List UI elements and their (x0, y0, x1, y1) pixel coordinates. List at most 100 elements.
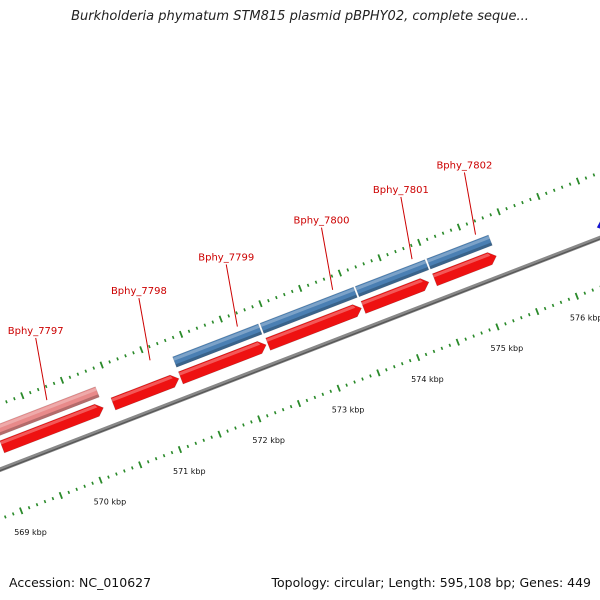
outer-tick (330, 274, 334, 278)
outer-tick (529, 197, 532, 202)
outer-tick (306, 283, 310, 288)
outer-tick (13, 397, 16, 401)
outer-tick (513, 203, 516, 208)
inner-tick (464, 337, 468, 341)
inner-tick (551, 303, 555, 308)
gene-box-shade (262, 294, 358, 334)
inner-tick (543, 306, 547, 311)
outer-tick (251, 305, 254, 309)
outer-tick (99, 361, 104, 369)
outer-tick (322, 277, 326, 281)
outer-tick (20, 392, 25, 400)
inner-tick (432, 349, 436, 354)
inner-tick (424, 352, 428, 357)
kbp-label: 575 kbp (491, 344, 524, 353)
outer-tick (417, 238, 422, 246)
gene-box-shade (358, 267, 429, 297)
gene-box-highlight (355, 260, 427, 291)
outer-tick (36, 387, 40, 392)
gene-leader-line (400, 196, 413, 260)
outer-tick (124, 354, 127, 358)
inner-tick (186, 444, 190, 449)
inner-tick (392, 365, 396, 369)
cds-arrow-highlight (111, 376, 173, 402)
cds-arrow-body (110, 374, 180, 411)
outer-tick (346, 268, 350, 272)
gene-box[interactable] (259, 286, 358, 334)
inner-tick (19, 507, 24, 515)
inner-tick (58, 491, 63, 500)
gene-label[interactable]: Bphy_7797 (8, 326, 64, 337)
kbp-label: 570 kbp (94, 497, 127, 506)
edge-feature-blue[interactable] (596, 192, 600, 231)
gene-box[interactable] (426, 234, 493, 270)
genome-summary: Topology: circular; Length: 595,108 bp; … (271, 575, 592, 590)
inner-tick (527, 312, 531, 317)
outer-tick (132, 351, 135, 355)
inner-tick (226, 429, 229, 433)
outer-tick (258, 300, 263, 308)
outer-tick (362, 262, 365, 266)
inner-tick (107, 475, 110, 479)
gene-label[interactable]: Bphy_7799 (198, 252, 254, 263)
outer-tick (337, 269, 342, 277)
inner-tick (504, 322, 507, 326)
gene-label[interactable]: Bphy_7798 (111, 286, 167, 297)
inner-tick (472, 334, 475, 338)
outer-tick (433, 234, 437, 238)
cds-arrow-highlight (178, 342, 261, 376)
outer-tick (592, 173, 596, 177)
outer-tick (92, 366, 96, 370)
cds-arrow[interactable] (432, 252, 497, 287)
labels-layer: Bphy_7797 Bphy_7798 Bphy_7799 Bphy_7800 Bphy… (8, 160, 600, 537)
inner-tick (591, 288, 595, 292)
inner-tick (51, 496, 55, 501)
inner-tick (455, 338, 460, 346)
inner-tick (242, 423, 245, 427)
gene-label[interactable]: Bphy_7800 (294, 216, 350, 227)
inner-tick (265, 414, 269, 418)
gene-label[interactable]: Bphy_7802 (436, 160, 492, 171)
gene-box-shade (175, 331, 262, 368)
gene-box[interactable] (354, 259, 430, 298)
gene-box[interactable] (172, 323, 263, 368)
outer-tick (354, 265, 358, 269)
cds-arrow[interactable] (360, 278, 430, 314)
inner-tick (376, 369, 381, 377)
inner-tick (369, 374, 372, 378)
inner-tick (305, 398, 309, 403)
ticks-layer (3, 173, 600, 519)
outer-tick (496, 208, 501, 216)
gene-label[interactable]: Bphy_7801 (373, 185, 429, 196)
inner-tick (210, 435, 213, 439)
cds-arrow[interactable] (178, 341, 267, 385)
outer-tick (108, 360, 111, 364)
outer-tick (386, 252, 389, 257)
kbp-label: 572 kbp (252, 436, 285, 445)
outer-tick (402, 246, 405, 251)
gene-box-faded[interactable] (0, 386, 100, 436)
gene-leader-line (35, 337, 48, 401)
inner-tick (27, 506, 31, 510)
inner-tick (440, 346, 444, 351)
cds-arrow[interactable] (0, 403, 104, 454)
inner-tick (217, 430, 222, 438)
outer-tick (489, 213, 492, 217)
outer-tick (211, 320, 215, 324)
cds-arrow[interactable] (265, 304, 362, 351)
inner-tick (321, 392, 325, 397)
inner-tick (162, 453, 166, 458)
outer-tick (575, 177, 581, 185)
gene-box-faded-shade (0, 394, 100, 436)
cds-arrow-highlight (361, 279, 423, 306)
inner-tick (67, 490, 71, 495)
inner-tick (43, 499, 47, 504)
gene-box-body (172, 323, 263, 368)
inner-tick (408, 358, 412, 363)
inner-tick (3, 515, 7, 519)
inner-tick (202, 438, 206, 442)
cds-arrow-body (360, 278, 430, 314)
outer-tick (68, 375, 72, 379)
cds-arrow[interactable] (110, 374, 180, 411)
